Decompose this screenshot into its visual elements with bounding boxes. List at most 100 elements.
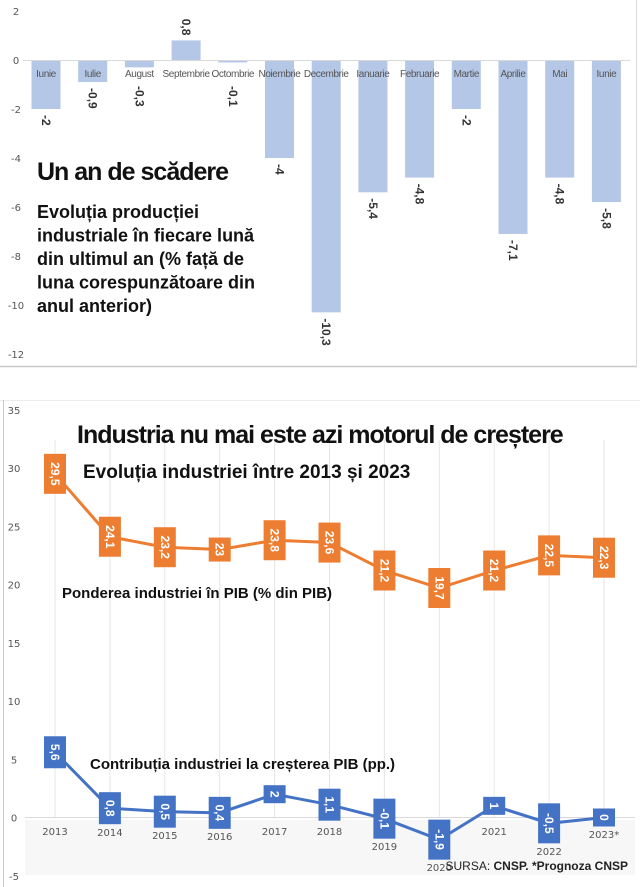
data-label-rot: 0,5 <box>158 803 172 820</box>
chart2-vertical-gridlines <box>54 440 605 818</box>
chart2-y-axis: 35 30 25 20 15 10 5 0 -5 <box>8 406 21 883</box>
data-label: -7,1 <box>506 240 520 261</box>
category-label: Iulie <box>85 69 102 80</box>
data-label-group: -0,3 <box>132 86 146 107</box>
data-label: 23,8 <box>268 529 282 553</box>
data-label-box <box>483 796 506 815</box>
y-tick-label: -8 <box>11 252 21 263</box>
data-label-rot: 0,4 <box>213 804 227 821</box>
bar <box>78 60 108 83</box>
data-label: 22,3 <box>597 546 611 570</box>
data-point: 0,4 <box>208 796 231 829</box>
data-label: -2 <box>39 115 53 126</box>
data-point: 19,7 <box>428 567 451 608</box>
data-label: -0,9 <box>86 88 100 109</box>
source-prefix: SURSA: <box>446 859 494 873</box>
y-tick-label: 15 <box>8 639 21 650</box>
data-label-group: -2 <box>459 115 473 126</box>
data-label-box <box>153 527 176 568</box>
data-label-rot: 0 <box>597 814 611 821</box>
data-label-rot: 23,8 <box>268 529 282 553</box>
y-tick-label: 2 <box>13 7 19 18</box>
category-label: Iunie <box>36 69 57 80</box>
data-point: 23,8 <box>263 520 286 561</box>
data-label-rot: 1 <box>487 803 501 810</box>
data-label-box <box>428 819 451 860</box>
data-label: 0,5 <box>158 803 172 820</box>
data-label-box <box>44 736 66 769</box>
data-label-group: -5,8 <box>599 208 613 229</box>
data-label-group: -2 <box>39 115 53 126</box>
data-label-box <box>263 785 286 804</box>
source-note: SURSA: CNSP. *Prognoza CNSP <box>446 859 629 873</box>
subtitle-line: luna corespunzătoare din <box>37 273 255 293</box>
category-label: Decembrie <box>304 69 350 80</box>
chart2-title: Industria nu mai este azi motorul de cre… <box>77 421 564 449</box>
data-point: 1,1 <box>318 788 341 821</box>
data-label: 23,6 <box>323 531 337 555</box>
data-label: -5,4 <box>366 198 380 219</box>
data-label-box <box>44 453 66 494</box>
data-label-rot: 22,5 <box>542 544 556 568</box>
x-tick-label: 2017 <box>262 827 287 838</box>
data-point: 0,8 <box>98 792 121 825</box>
data-label-box <box>318 788 341 821</box>
data-label-group: -4,8 <box>413 184 427 205</box>
y-tick-label: 20 <box>8 581 21 592</box>
data-label-group: -0,1 <box>226 86 240 107</box>
data-label: -1,9 <box>432 829 446 850</box>
category-label: Septembrie <box>163 69 211 80</box>
y-tick-label: 0 <box>13 56 19 67</box>
bar <box>591 60 621 203</box>
bar <box>498 60 528 234</box>
data-point: 2 <box>263 785 286 804</box>
x-tick-label: 2018 <box>317 827 342 838</box>
data-label: -0,5 <box>542 813 556 834</box>
category-label: Iunie <box>597 69 618 80</box>
y-tick-label: -12 <box>8 350 24 361</box>
data-label: 0,4 <box>213 804 227 821</box>
y-tick-label: 0 <box>11 814 17 825</box>
x-tick-label: 2020 <box>427 863 452 874</box>
y-tick-label: 30 <box>8 464 21 475</box>
data-point: -1,9 <box>428 819 451 860</box>
x-tick-label: 2023* <box>589 830 619 841</box>
data-label: 0,8 <box>179 19 193 36</box>
data-point: 22,3 <box>593 537 615 578</box>
data-label: -2 <box>459 115 473 126</box>
y-tick-label: -6 <box>11 203 21 214</box>
data-label-box <box>98 516 121 557</box>
subtitle-line: anul anterior) <box>37 296 152 316</box>
data-label-group: -10,3 <box>319 318 333 346</box>
data-label-box <box>483 550 506 591</box>
data-label-box <box>208 796 231 829</box>
data-point: 23,6 <box>318 522 341 563</box>
data-point: 5,6 <box>44 736 66 769</box>
data-point: 23,2 <box>153 527 176 568</box>
data-point: -0,1 <box>373 798 396 839</box>
bar <box>265 60 294 158</box>
chart2-subtitle: Evoluția industriei între 2013 și 2023 <box>83 462 410 483</box>
data-label-group: -7,1 <box>506 240 520 261</box>
data-label-box <box>428 567 451 608</box>
y-tick-label: 10 <box>8 697 21 708</box>
data-label-box <box>98 792 121 825</box>
data-label: 0 <box>597 814 611 821</box>
category-label: Octombrie <box>212 69 255 80</box>
data-label-rot: 21,2 <box>487 559 501 583</box>
data-label: 24,1 <box>103 525 117 549</box>
data-point: 0 <box>593 808 615 827</box>
data-label-box <box>593 537 615 578</box>
data-point: 0,5 <box>153 795 176 828</box>
data-label-rot: 22,3 <box>597 546 611 570</box>
data-label-rot: 5,6 <box>48 744 62 761</box>
source-text: CNSP. *Prognoza CNSP <box>494 859 628 873</box>
data-label-rot: -1,9 <box>432 829 446 850</box>
bar <box>545 60 575 178</box>
data-label-box <box>373 798 396 839</box>
data-label-group: -4,8 <box>553 184 567 205</box>
data-label-box <box>593 808 615 827</box>
data-label-box <box>373 550 396 591</box>
chart1-subtitle: Evoluția producției industriale în fiecar… <box>37 202 255 316</box>
x-tick-label: 2015 <box>152 831 177 842</box>
